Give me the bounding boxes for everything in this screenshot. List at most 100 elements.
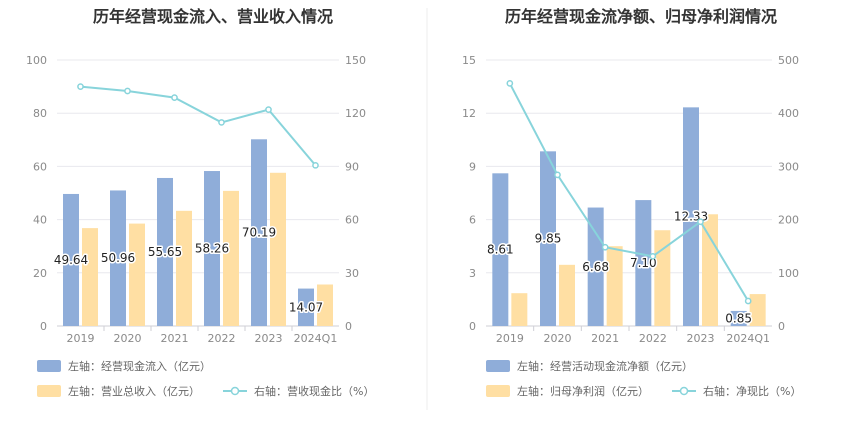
bar-series-2 — [559, 264, 575, 326]
right-axis-tick-label: 500 — [778, 54, 799, 67]
chart-title: 历年经营现金流入、营业收入情况 — [93, 7, 333, 26]
bar-series-2 — [223, 190, 239, 326]
bar-data-label: 9.85 — [535, 232, 562, 246]
bar-series-1 — [110, 190, 126, 326]
bar-series-2 — [606, 246, 623, 326]
legend-line-marker — [679, 386, 689, 396]
legend-label: 左轴：归母净利润（亿元） — [517, 384, 649, 398]
right-axis-tick-label: 0 — [345, 320, 352, 333]
ratio-point — [744, 297, 752, 305]
x-axis-tick-label: 2021 — [161, 332, 189, 345]
x-axis-tick-label: 2022 — [639, 332, 667, 345]
x-axis-tick-label: 2021 — [591, 332, 619, 345]
left-axis-tick-label: 80 — [33, 107, 47, 120]
ratio-point — [601, 243, 609, 251]
ratio-point — [124, 87, 131, 95]
x-axis-tick-label: 2020 — [544, 332, 572, 345]
left-axis-tick-label: 9 — [469, 160, 476, 173]
bar-series-1 — [298, 288, 314, 326]
left-axis-tick-label: 0 — [40, 320, 47, 333]
bar-series-1 — [683, 107, 699, 327]
ratio-line — [80, 85, 317, 166]
ratio-point — [265, 106, 272, 114]
bar-data-label: 55.65 — [148, 245, 182, 259]
legend-swatch — [486, 360, 510, 372]
bar-data-label: 70.19 — [242, 226, 276, 240]
x-axis-tick-label: 2023 — [255, 332, 283, 345]
bar-series-2 — [176, 210, 192, 326]
bar-data-label: 8.61 — [487, 243, 514, 257]
bar-data-label: 49.64 — [54, 253, 88, 267]
left-axis-tick-label: 6 — [469, 214, 476, 227]
bar-data-label: 50.96 — [101, 251, 135, 265]
legend-label: 右轴：营收现金比（%） — [254, 384, 374, 398]
right-axis-tick-label: 90 — [345, 160, 359, 173]
bar-series-2 — [82, 228, 98, 326]
x-axis-tick-label: 2023 — [687, 332, 715, 345]
legend-swatch — [486, 385, 510, 397]
ratio-point — [649, 252, 657, 260]
legend-label: 左轴：营业总收入（亿元） — [68, 384, 200, 398]
chart-panel-net-cash-profit: 历年经营现金流净额、归母净利润情况 0 3 6 9 12 15 0 100 200 300 400 50… — [462, 7, 801, 398]
bar-series-2 — [270, 172, 286, 326]
right-axis-tick-label: 400 — [778, 107, 799, 120]
x-axis-tick-label: 2019 — [67, 332, 95, 345]
ratio-point — [554, 171, 561, 179]
left-axis-tick-label: 3 — [469, 267, 476, 280]
bar-series-1 — [157, 177, 173, 326]
legend-swatch — [37, 360, 61, 372]
bar-series-2 — [129, 223, 145, 326]
ratio-point — [697, 218, 704, 226]
left-axis-tick-label: 0 — [469, 320, 476, 333]
ratio-point — [171, 94, 178, 101]
ratio-point — [77, 83, 84, 90]
chart-title: 历年经营现金流净额、归母净利润情况 — [505, 7, 777, 26]
bar-series-2 — [317, 284, 333, 326]
bar-series-1 — [204, 171, 220, 326]
bar-data-label: 14.07 — [289, 300, 323, 314]
right-axis-tick-label: 300 — [778, 160, 799, 173]
left-axis-tick-label: 60 — [33, 160, 47, 173]
bar-series-1 — [635, 200, 652, 326]
ratio-point — [506, 80, 514, 87]
left-axis-tick-label: 15 — [462, 54, 476, 67]
ratio-point — [218, 119, 225, 126]
x-axis-tick-label: 2022 — [208, 332, 236, 345]
x-axis-tick-label: 2024Q1 — [294, 332, 338, 345]
bar-series-1 — [540, 151, 556, 326]
ratio-line — [508, 82, 750, 302]
legend-label: 左轴：经营活动现金流净额（亿元） — [517, 359, 693, 373]
left-axis-tick-label: 40 — [33, 214, 47, 227]
left-axis-tick-label: 20 — [33, 267, 47, 280]
x-axis-tick-label: 2020 — [114, 332, 142, 345]
left-axis-tick-label: 12 — [462, 107, 476, 120]
left-axis-tick-label: 100 — [26, 54, 47, 67]
right-axis-tick-label: 200 — [778, 214, 799, 227]
bar-data-label: 58.26 — [195, 242, 229, 256]
legend-label: 左轴：经营现金流入（亿元） — [68, 359, 211, 373]
bar-series-1 — [492, 173, 509, 326]
legend-label: 右轴：净现比（%） — [703, 384, 801, 398]
right-axis-tick-label: 30 — [345, 267, 359, 280]
right-axis-tick-label: 150 — [345, 54, 366, 67]
bar-series-2 — [511, 293, 528, 326]
legend-line-marker — [230, 386, 240, 396]
right-axis-tick-label: 60 — [345, 214, 359, 227]
bar-series-1 — [63, 193, 79, 326]
right-axis-tick-label: 0 — [778, 320, 785, 333]
legend-swatch — [37, 385, 61, 397]
bar-data-label: 0.85 — [725, 311, 752, 325]
bar-series-1 — [730, 310, 747, 326]
right-axis-tick-label: 120 — [345, 107, 366, 120]
bar-series-1 — [251, 139, 267, 326]
bar-data-label: 6.68 — [582, 260, 609, 274]
bar-series-2 — [654, 230, 671, 326]
x-axis-tick-label: 2019 — [496, 332, 524, 345]
bar-series-2 — [749, 294, 766, 326]
chart-panel-cash-inflow-revenue: 历年经营现金流入、营业收入情况 0 20 40 60 80 100 0 30 60 90 120 150… — [26, 7, 374, 398]
x-axis-tick-label: 2024Q1 — [726, 332, 770, 345]
ratio-point — [312, 161, 319, 169]
bar-series-2 — [702, 214, 718, 326]
right-axis-tick-label: 100 — [778, 267, 799, 280]
